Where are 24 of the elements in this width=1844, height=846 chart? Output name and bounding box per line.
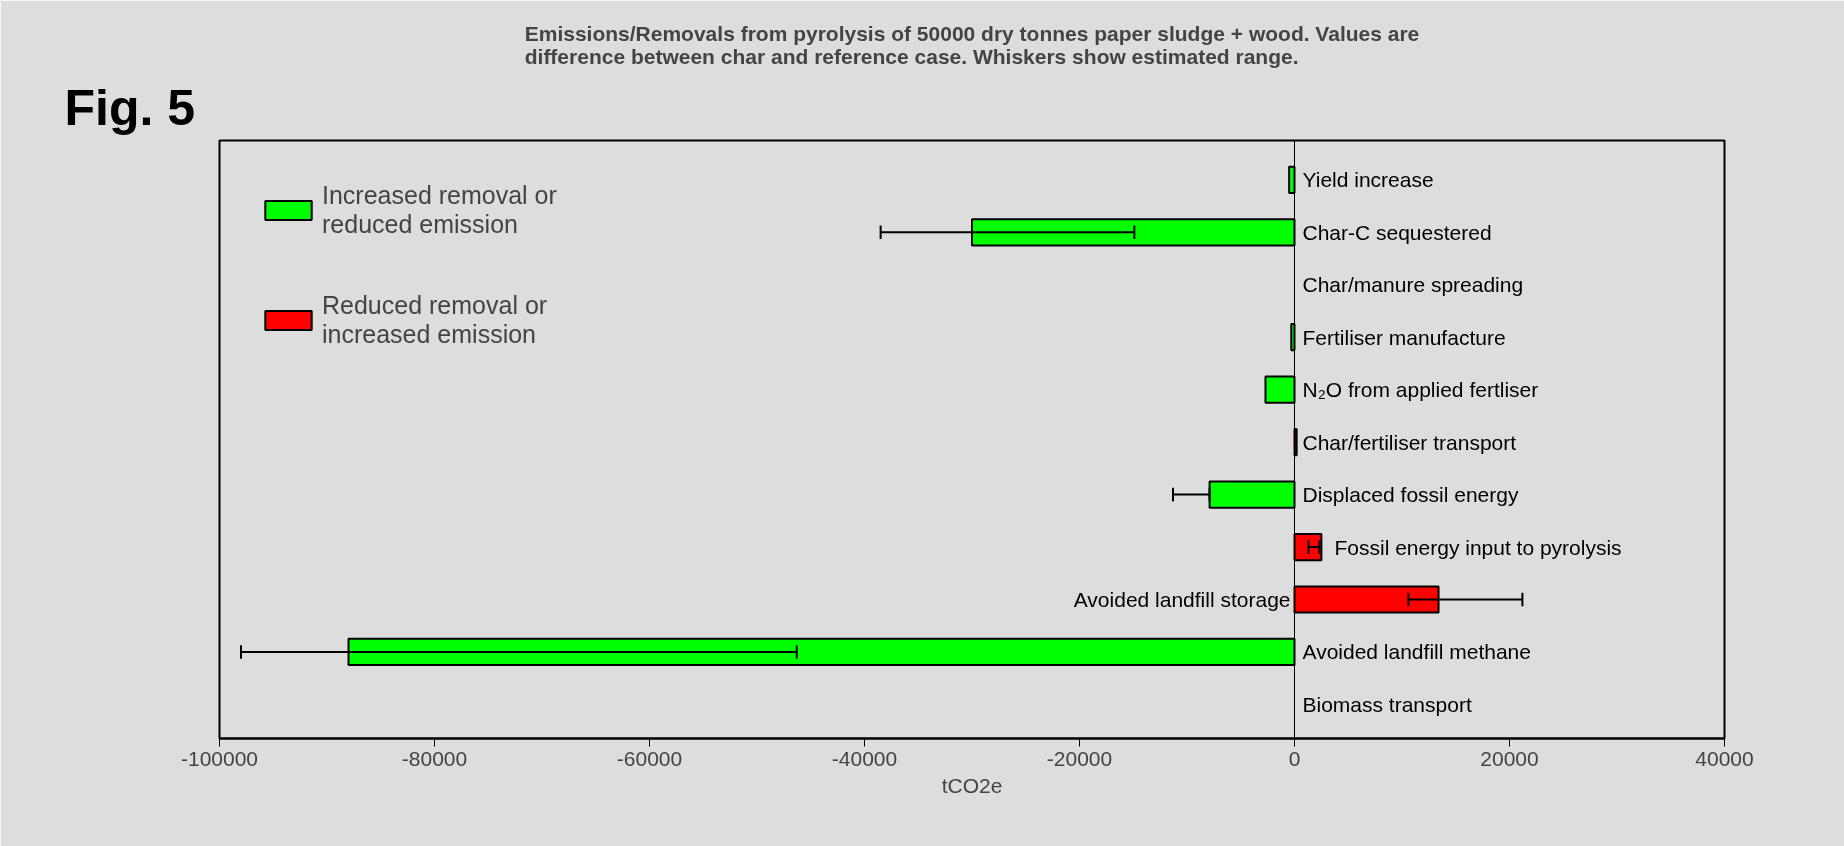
caption: Fig. 5 <box>64 79 196 136</box>
legend-label: Reduced removal or increased emission <box>322 290 548 350</box>
y-tick-label: Avoided landfill storage <box>1073 587 1291 611</box>
x-tick-label: -100000 <box>180 746 259 770</box>
y-tick-label: Fossil energy input to pyrolysis <box>1334 535 1622 559</box>
legend-label: Increased removal or reduced emission <box>322 180 557 240</box>
y-tick-label: Char/manure spreading <box>1302 273 1524 297</box>
x-tick-label: 20000 <box>1480 746 1539 770</box>
x-tick-label: -40000 <box>831 746 898 770</box>
x-axis-title: tCO2e <box>941 773 1003 797</box>
x-tick-label: 0 <box>1288 746 1301 770</box>
y-tick-label: Char/fertiliser transport <box>1302 430 1517 454</box>
y-tick-label: Char-C sequestered <box>1302 220 1492 244</box>
x-tick-label: -20000 <box>1046 746 1113 770</box>
x-tick-label: -80000 <box>401 746 468 770</box>
y-tick-label: Avoided landfill methane <box>1302 640 1531 664</box>
y-tick-label: Biomass transport <box>1302 692 1472 716</box>
x-tick-label: -60000 <box>616 746 683 770</box>
y-tick-label: Displaced fossil energy <box>1302 483 1519 507</box>
y-tick-label: Fertiliser manufacture <box>1302 325 1506 349</box>
chart-title: Emissions/Removals from pyrolysis of 50000 dry tonnes paper sludge + wood. Values are difference between char and reference case. Whiskers show estimated range. <box>524 21 1420 68</box>
y-tick-label: Yield increase <box>1302 168 1434 192</box>
x-tick-label: 40000 <box>1695 746 1754 770</box>
y-tick-label: N₂O from applied fertliser <box>1302 378 1539 402</box>
